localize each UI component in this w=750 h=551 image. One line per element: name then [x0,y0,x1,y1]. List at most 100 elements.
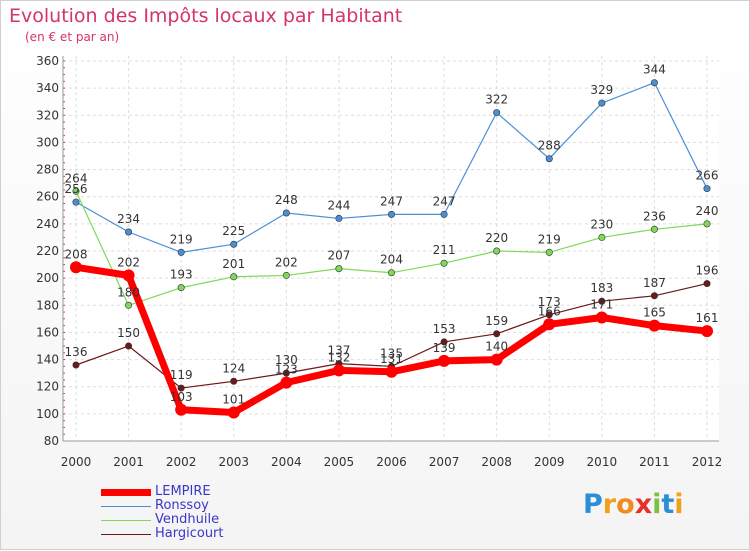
data-label: 159 [485,314,508,328]
data-label: 131 [380,352,403,366]
data-point [280,376,293,389]
y-tick-label: 300 [36,135,59,149]
data-label: 247 [433,194,456,208]
legend-item-vendhuile: Vendhuile [101,512,341,527]
data-point [72,361,80,369]
x-tick-label: 2011 [639,455,670,469]
logo-letter: r [602,489,617,520]
legend-label: LEMPIRE [155,484,211,499]
data-point [282,209,290,217]
data-point [387,269,395,277]
data-point [440,259,448,267]
data-label: 130 [275,353,298,367]
data-label: 153 [433,322,456,336]
data-label: 230 [590,217,613,231]
y-tick-label: 240 [36,217,59,231]
data-point [125,228,133,236]
proxiti-logo: Proxiti [583,489,684,520]
data-label: 124 [222,361,245,375]
legend-item-hargicourt: Hargicourt [101,526,341,541]
y-tick-label: 220 [36,244,59,258]
data-label: 236 [643,209,666,223]
data-label: 225 [222,224,245,238]
data-point [440,338,448,346]
logo-letter: P [583,489,603,520]
data-label: 211 [433,243,456,257]
data-point [493,109,501,117]
data-label: 322 [485,93,508,107]
x-tick-label: 2012 [692,455,723,469]
data-point [595,311,608,324]
data-point [282,271,290,279]
y-tick-label: 260 [36,190,59,204]
data-label: 196 [696,264,719,278]
data-point [230,240,238,248]
data-label: 180 [117,285,140,299]
x-tick-label: 2007 [429,455,460,469]
data-point [703,220,711,228]
data-point [703,280,711,288]
x-tick-label: 2000 [61,455,92,469]
data-label: 204 [380,253,403,267]
data-label: 136 [65,345,88,359]
data-label: 166 [538,304,561,318]
data-point [648,319,661,332]
data-label: 266 [696,169,719,183]
data-point [72,198,80,206]
y-tick-label: 140 [36,353,59,367]
data-point [122,269,135,282]
y-tick-label: 160 [36,325,59,339]
y-tick-label: 360 [36,54,59,68]
data-point [438,354,451,367]
x-tick-label: 2003 [218,455,249,469]
data-label: 137 [327,344,350,358]
data-label: 123 [275,363,298,377]
y-tick-label: 120 [36,380,59,394]
data-label: 119 [170,368,193,382]
legend-label: Hargicourt [155,526,224,541]
data-label: 187 [643,276,666,290]
chart-legend: LEMPIRE Ronssoy Vendhuile Hargicourt [101,484,341,541]
data-label: 183 [590,281,613,295]
data-point [545,155,553,163]
data-point [125,301,133,309]
y-tick-label: 340 [36,81,59,95]
data-label: 288 [538,139,561,153]
data-point [490,353,503,366]
data-point [177,284,185,292]
data-point [493,330,501,338]
logo-letter: i [674,489,684,520]
data-point [125,342,133,350]
data-label: 264 [65,171,88,185]
legend-swatch [101,520,151,521]
data-point [282,369,290,377]
x-tick-label: 2008 [481,455,512,469]
legend-swatch [101,534,151,535]
logo-letter: x [634,489,653,520]
logo-letter: t [661,489,675,520]
data-point [177,384,185,392]
data-label: 207 [327,249,350,263]
data-point [650,225,658,233]
data-point [703,185,711,193]
data-point [543,318,556,331]
y-tick-label: 180 [36,298,59,312]
data-point [227,406,240,419]
data-point [335,214,343,222]
data-point [545,248,553,256]
data-point [650,79,658,87]
data-point [598,99,606,107]
legend-label: Vendhuile [155,512,220,527]
legend-label: Ronssoy [155,498,209,513]
data-point [72,187,80,195]
data-point [598,233,606,241]
data-label: 103 [170,390,193,404]
data-label: 201 [222,257,245,271]
x-tick-label: 2005 [324,455,355,469]
data-point [545,311,553,319]
data-label: 165 [643,306,666,320]
data-label: 193 [170,268,193,282]
data-label: 161 [696,311,719,325]
data-point [385,365,398,378]
data-label: 173 [538,295,561,309]
